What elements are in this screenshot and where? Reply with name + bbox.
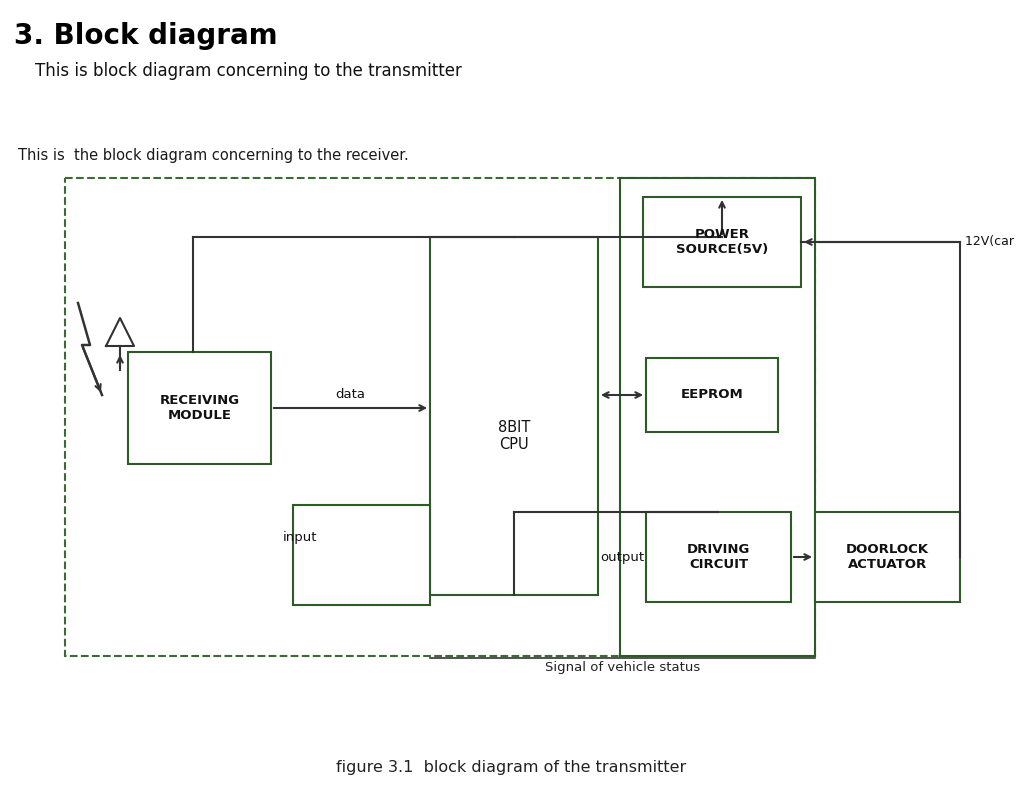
Text: RECEIVING
MODULE: RECEIVING MODULE [159, 394, 239, 422]
Bar [643, 197, 801, 287]
Text: data: data [335, 388, 366, 400]
Bar [65, 178, 815, 656]
Bar [646, 358, 778, 432]
Text: input: input [283, 531, 318, 543]
Text: Signal of vehicle status: Signal of vehicle status [545, 661, 700, 674]
Text: 12V(car  battery): 12V(car battery) [965, 236, 1022, 248]
Bar [815, 512, 960, 602]
Text: This is  the block diagram concerning to the receiver.: This is the block diagram concerning to … [18, 148, 409, 163]
Text: DRIVING
CIRCUIT: DRIVING CIRCUIT [687, 543, 750, 571]
Bar [620, 178, 815, 656]
Text: POWER
SOURCE(5V): POWER SOURCE(5V) [676, 228, 769, 256]
Text: 8BIT
CPU: 8BIT CPU [498, 420, 530, 452]
Text: output: output [600, 551, 644, 563]
Bar [430, 237, 598, 595]
Text: figure 3.1  block diagram of the transmitter: figure 3.1 block diagram of the transmit… [336, 760, 686, 775]
Bar [293, 505, 430, 605]
Text: 3. Block diagram: 3. Block diagram [14, 22, 278, 50]
Text: DOORLOCK
ACTUATOR: DOORLOCK ACTUATOR [846, 543, 929, 571]
Text: EEPROM: EEPROM [681, 388, 743, 402]
Bar [128, 352, 271, 464]
Text: This is block diagram concerning to the transmitter: This is block diagram concerning to the … [14, 62, 462, 80]
Bar [646, 512, 791, 602]
